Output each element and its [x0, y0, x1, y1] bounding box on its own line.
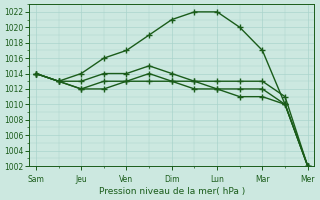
X-axis label: Pression niveau de la mer( hPa ): Pression niveau de la mer( hPa ) [99, 187, 245, 196]
